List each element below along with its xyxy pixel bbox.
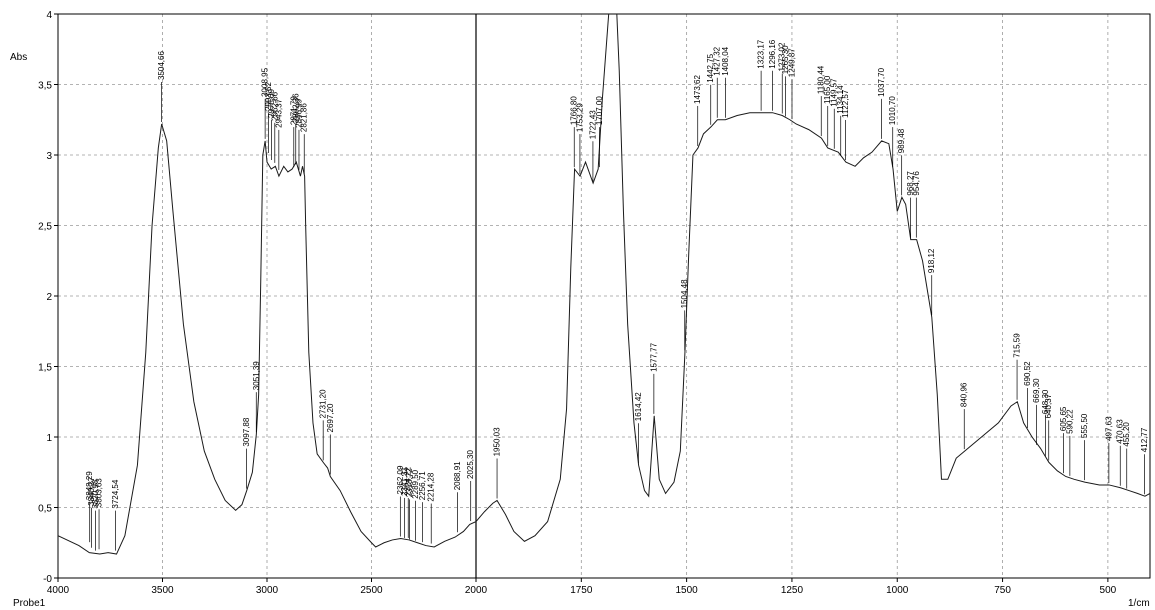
x-axis-unit: 1/cm xyxy=(1128,598,1150,609)
peak-label: 1473,62 xyxy=(693,75,702,104)
peak-label: 2871,79 xyxy=(289,96,298,125)
plot-frame xyxy=(57,13,1151,579)
peak-label: 1180,44 xyxy=(817,65,826,94)
peak-label: 2256,71 xyxy=(418,471,427,500)
y-tick-label: 3,5 xyxy=(38,81,52,92)
peak-label: 412,77 xyxy=(1140,427,1149,452)
peak-label: 1442,75 xyxy=(706,53,715,82)
peak-label: 1165,00 xyxy=(823,75,832,104)
peak-label: 1273,02 xyxy=(778,42,787,71)
peak-label: 669,30 xyxy=(1032,378,1041,403)
y-tick-label: 1 xyxy=(46,433,52,444)
peak-label: 3008,95 xyxy=(261,67,270,96)
x-tick-label: 1250 xyxy=(781,585,804,596)
spectrum-trace-group xyxy=(58,14,1150,555)
peak-label: 648,30 xyxy=(1041,389,1050,414)
peak-label: 2731,20 xyxy=(319,389,328,418)
sample-label: Probe1 xyxy=(13,598,46,609)
peak-label: 1753,29 xyxy=(575,103,584,132)
peak-label: 1427,32 xyxy=(713,46,722,75)
x-tick-label: 2000 xyxy=(465,585,488,596)
peak-label: 954,76 xyxy=(912,171,921,196)
peak-label: 2318,72 xyxy=(405,468,414,497)
peak-label: 2821,86 xyxy=(300,103,309,132)
peak-label: 2324,22 xyxy=(404,466,413,495)
peak-label: 2962,66 xyxy=(270,91,279,120)
peak-label: 2341,31 xyxy=(400,466,409,495)
peak-label: 3848,29 xyxy=(85,471,94,500)
peak-label: 1577,77 xyxy=(649,342,658,371)
peak-label: 1614,42 xyxy=(634,392,643,421)
peak-label: 840,96 xyxy=(960,382,969,407)
peak-label: 918,12 xyxy=(927,248,936,273)
peak-label: 1037,70 xyxy=(877,67,886,96)
peak-label: 2025,30 xyxy=(466,450,475,479)
peak-label: 590,22 xyxy=(1065,409,1074,434)
peak-label: 2846,99 xyxy=(295,98,304,127)
peak-label: 1149,57 xyxy=(830,78,839,107)
peak-label: 968,27 xyxy=(906,171,915,196)
peak-label: 2978,09 xyxy=(267,89,276,118)
peak-label: 640,37 xyxy=(1044,393,1053,418)
peak-label: 2088,91 xyxy=(453,461,462,490)
peak-label: 2862,36 xyxy=(291,93,300,122)
peak-label: 1296,16 xyxy=(768,39,777,68)
peak-label: 2214,28 xyxy=(427,472,436,501)
peak-label: 3051,39 xyxy=(252,361,261,390)
peak-label: 1707,00 xyxy=(595,96,604,125)
x-tick-label: 500 xyxy=(1100,585,1117,596)
spectrum-line xyxy=(58,14,1150,555)
peak-label: 2993,52 xyxy=(264,82,273,111)
peak-label: 3097,88 xyxy=(242,417,251,446)
peak-label: 3724,54 xyxy=(111,479,120,508)
y-tick-label: 2,5 xyxy=(38,222,52,233)
x-tick-label: 4000 xyxy=(47,585,70,596)
y-tick-label: 1,5 xyxy=(38,363,52,374)
x-tick-label: 1500 xyxy=(676,585,699,596)
peak-label: 497,63 xyxy=(1104,416,1113,441)
peak-label: 1766,80 xyxy=(570,96,579,125)
peak-label: 1010,70 xyxy=(888,96,897,125)
peak-label: 1265,30 xyxy=(781,45,790,74)
peak-label: 2943,37 xyxy=(274,98,283,127)
x-tick-label: 3000 xyxy=(256,585,279,596)
peak-label: 1950,03 xyxy=(493,427,502,456)
peak-label: 470,63 xyxy=(1116,419,1125,444)
axes: 4000 3500 3000 2500 2000 1750 1500 1250 1000 750 5… xyxy=(38,10,1151,596)
y-tick-label: -0 xyxy=(43,574,52,585)
x-tick-label: 750 xyxy=(994,585,1011,596)
peak-label: 3803,63 xyxy=(95,478,104,507)
peak-label: 555,50 xyxy=(1080,413,1089,438)
x-tick-label: 1000 xyxy=(886,585,909,596)
y-tick-label: 4 xyxy=(46,10,52,21)
peak-label: 1323,17 xyxy=(757,39,766,68)
peak-label: 989,48 xyxy=(897,128,906,153)
peak-label: 1134,14 xyxy=(836,85,845,114)
peak-label: 3504,66 xyxy=(157,51,166,80)
y-tick-label: 3 xyxy=(46,151,52,162)
y-tick-label: 2 xyxy=(46,292,52,303)
peak-label: 2362,09 xyxy=(396,465,405,494)
peak-label: 3840,27 xyxy=(87,476,96,505)
x-tick-label: 3500 xyxy=(151,585,174,596)
peak-label: 1504,48 xyxy=(680,279,689,308)
peak-label: 1122,57 xyxy=(841,89,850,118)
x-tick-label: 2500 xyxy=(360,585,383,596)
peak-label: 2289,50 xyxy=(411,469,420,498)
peak-label: 1249,87 xyxy=(788,48,797,77)
peak-label: 1408,04 xyxy=(721,46,730,75)
peak-label: 455,20 xyxy=(1122,422,1131,447)
peak-label: 715,59 xyxy=(1013,333,1022,358)
peak-label: 3820,98 xyxy=(91,479,100,508)
peak-label: 690,52 xyxy=(1023,361,1032,386)
x-tick-label: 1750 xyxy=(570,585,593,596)
peak-label: 1722,43 xyxy=(588,110,597,139)
peak-label: 2697,20 xyxy=(326,403,335,432)
y-tick-label: 0,5 xyxy=(38,504,52,515)
y-axis-label: Abs xyxy=(10,52,27,63)
peak-label: 605,65 xyxy=(1059,406,1068,431)
